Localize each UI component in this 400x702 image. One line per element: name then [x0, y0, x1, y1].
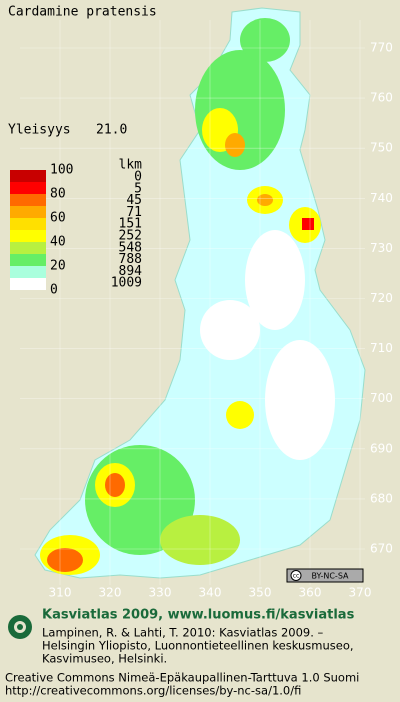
- northing-label: 770: [370, 41, 393, 55]
- count-label: 548: [119, 240, 142, 255]
- count-label: 252: [119, 229, 142, 244]
- percent-label: 40: [50, 235, 66, 250]
- northing-label: 700: [370, 391, 393, 405]
- easting-label: 330: [149, 586, 172, 600]
- legend-swatch: [10, 230, 46, 242]
- easting-label: 310: [49, 586, 72, 600]
- northing-label: 680: [370, 491, 393, 505]
- svg-text:cc: cc: [293, 573, 300, 580]
- species-title: Cardamine pratensis: [8, 5, 157, 20]
- license-line: http://creativecommons.org/licenses/by-n…: [5, 684, 301, 698]
- legend-swatch: [10, 206, 46, 218]
- prevalence-value: 21.0: [96, 123, 127, 138]
- easting-label: 350: [249, 586, 272, 600]
- count-label: 71: [126, 205, 142, 220]
- percent-label: 80: [50, 187, 66, 202]
- legend-swatch: [10, 254, 46, 266]
- easting-label: 360: [299, 586, 322, 600]
- count-label: 151: [119, 217, 142, 232]
- percent-label: 0: [50, 283, 58, 298]
- legend-swatch: [10, 242, 46, 254]
- northing-label: 750: [370, 141, 393, 155]
- logo: [8, 615, 32, 639]
- count-label: 1009: [111, 276, 142, 291]
- northing-label: 760: [370, 91, 393, 105]
- legend-swatch: [10, 170, 46, 182]
- count-label: 894: [119, 264, 143, 279]
- prevalence-label: Yleisyys: [8, 123, 71, 138]
- map: [34, 7, 366, 579]
- northing-label: 740: [370, 191, 393, 205]
- northing-label: 720: [370, 291, 393, 305]
- citation-line: Kasvimuseo, Helsinki.: [42, 652, 167, 666]
- license-badge: cc BY-NC-SA: [286, 568, 364, 583]
- count-label: 45: [126, 193, 142, 208]
- northing-label: 710: [370, 341, 393, 355]
- percent-label: 60: [50, 211, 66, 226]
- legend-swatch: [10, 278, 46, 290]
- count-label: 788: [119, 252, 142, 267]
- count-label: 5: [134, 181, 142, 196]
- footer-heading: Kasviatlas 2009, www.luomus.fi/kasviatla…: [42, 608, 355, 623]
- abundance-patches: [40, 18, 335, 575]
- easting-label: 370: [349, 586, 372, 600]
- percent-label: 20: [50, 259, 66, 274]
- citation-line: Lampinen, R. & Lahti, T. 2010: Kasviatla…: [42, 626, 324, 640]
- northing-label: 670: [370, 542, 393, 556]
- legend-swatch: [10, 194, 46, 206]
- count-label: 0: [134, 170, 142, 185]
- count-header: lkm: [119, 158, 143, 173]
- badge-text: BY-NC-SA: [311, 572, 349, 581]
- legend-swatch: [10, 266, 46, 278]
- legend-swatch: [10, 182, 46, 194]
- northing-label: 730: [370, 241, 393, 255]
- easting-label: 340: [199, 586, 222, 600]
- citation-line: Helsingin Yliopisto, Luonnontieteellinen…: [42, 639, 354, 653]
- legend-swatch: [10, 218, 46, 230]
- northing-label: 690: [370, 441, 393, 455]
- easting-label: 320: [99, 586, 122, 600]
- percent-label: 100: [50, 163, 73, 178]
- license-line: Creative Commons Nimeä-Epäkaupallinen-Ta…: [5, 671, 359, 685]
